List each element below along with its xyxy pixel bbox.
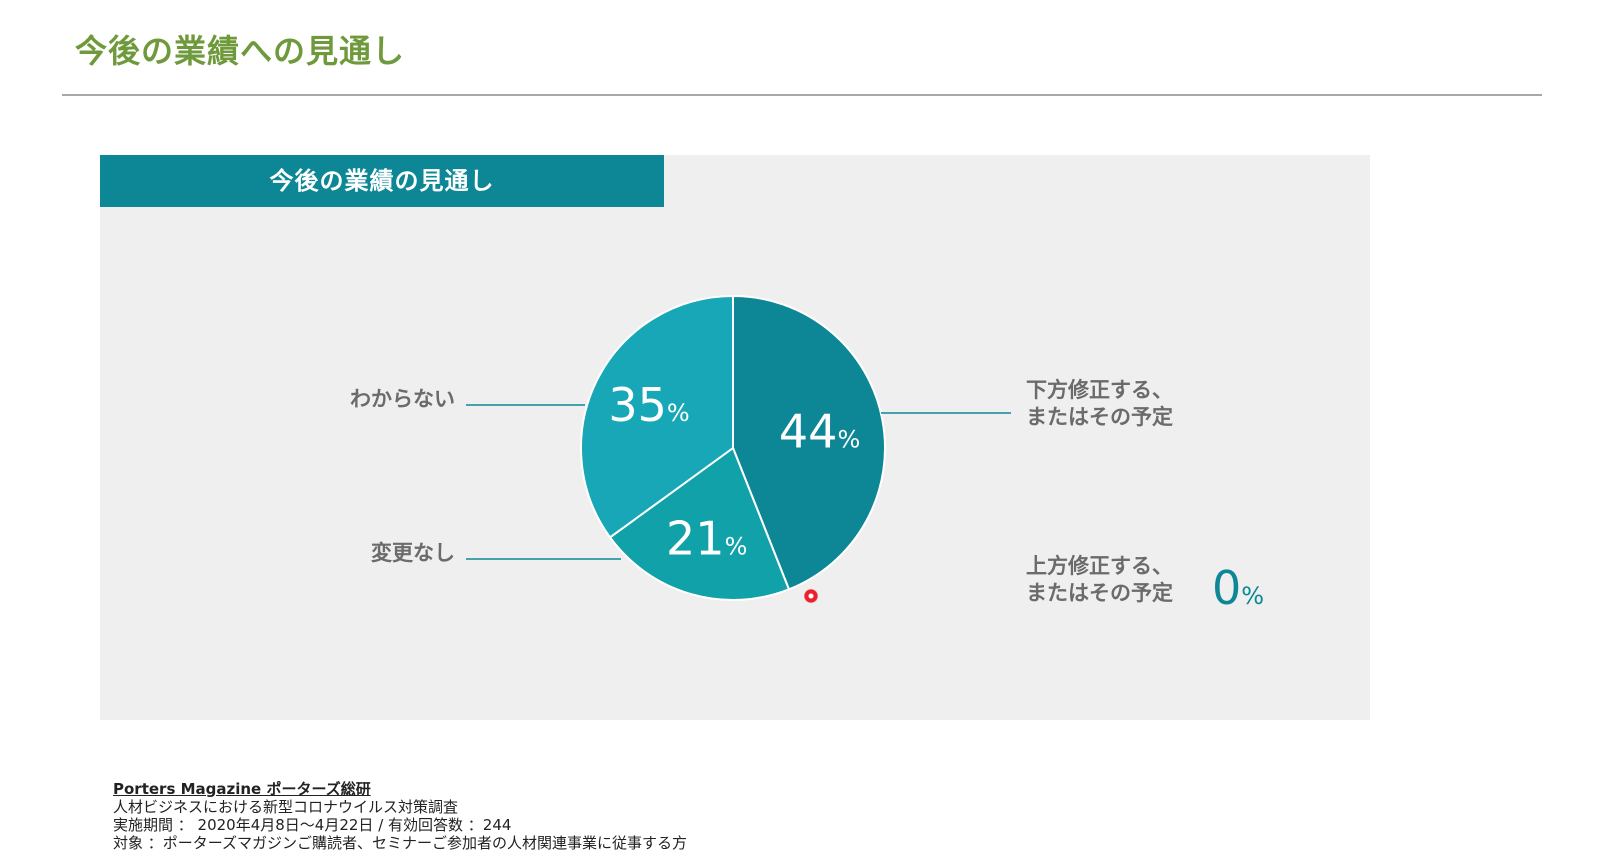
footer-survey-name: 人材ビジネスにおける新型コロナウイルス対策調査 [113,798,459,816]
pie-category-label: わからない [350,387,455,411]
pie-category-label: またはその予定 [1026,405,1173,429]
page-title: 今後の業績への見通し [75,32,406,70]
pie-category-label: 上方修正する、 [1026,554,1173,578]
footer-target: 対象 ：ポーターズマガジンご購読者、セミナーご参加者の人材関連事業に従事する方 [113,834,688,852]
footer-source-link[interactable]: Porters Magazine ポーターズ総研 [113,780,371,798]
pie-percent-label: 0% [1212,561,1264,615]
pie-category-label: またはその予定 [1026,581,1173,605]
pie-slice [580,294,734,539]
pie-category-label: 下方修正する、 [1026,378,1173,402]
pointer-cursor-icon [804,589,818,603]
chart-title: 今後の業績の見通し [269,167,495,195]
title-divider [62,94,1542,96]
pie-category-label: 変更なし [371,541,455,565]
chart-panel-header: 今後の業績の見通し [100,155,664,207]
footer-period: 実施期間 ： 2020年4月8日〜4月22日 / 有効回答数 ：244 [113,816,512,834]
pie-percent-label: 44% [779,404,860,458]
pie-slice [608,446,791,601]
pie-slice [732,294,886,591]
footer: Porters Magazine ポーターズ総研 人材ビジネスにおける新型コロナ… [113,780,687,852]
